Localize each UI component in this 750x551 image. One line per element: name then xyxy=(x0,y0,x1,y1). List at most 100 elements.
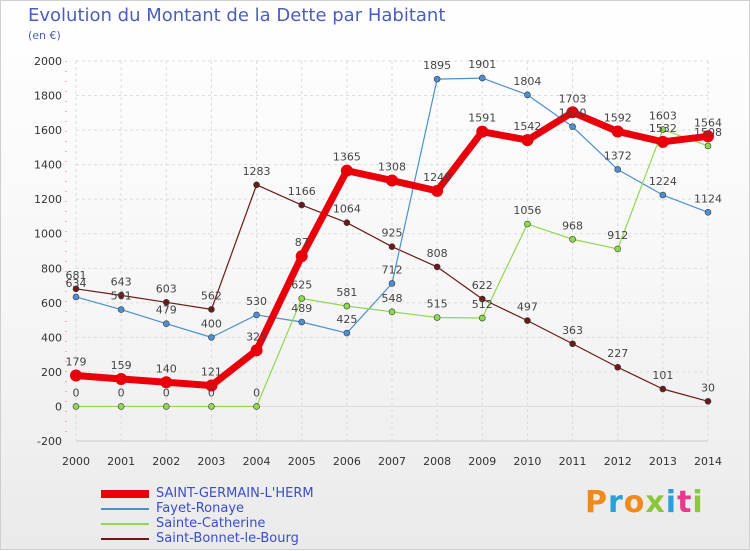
logo-letter: o xyxy=(623,485,646,520)
series-2-point xyxy=(343,302,351,310)
series-2-point xyxy=(659,126,667,133)
x-tick-label: 2008 xyxy=(423,455,451,468)
series-1-data-label: 634 xyxy=(66,277,87,290)
x-tick-label: 2007 xyxy=(378,455,406,468)
series-1-point xyxy=(614,166,622,173)
series-0-point xyxy=(340,164,353,177)
series-3-data-label: 603 xyxy=(156,282,177,295)
series-0-point xyxy=(476,125,489,138)
series-2-data-label: 0 xyxy=(208,386,215,399)
series-2-point xyxy=(524,220,531,228)
series-0-data-label: 1532 xyxy=(649,122,677,135)
series-0-point xyxy=(160,376,173,389)
chart-unit: (en €) xyxy=(28,29,61,42)
series-1-data-label: 712 xyxy=(382,263,403,276)
series-2-data-label: 581 xyxy=(336,286,357,299)
series-1-point xyxy=(72,293,80,301)
y-tick-label: 0 xyxy=(55,400,62,413)
y-tick-label: 600 xyxy=(41,297,62,310)
series-1-data-label: 400 xyxy=(201,317,222,330)
series-3-point xyxy=(659,385,667,393)
legend-swatch-fayet xyxy=(101,507,149,510)
series-2-point xyxy=(117,403,125,410)
series-1-point xyxy=(208,334,215,341)
series-3-data-label: 808 xyxy=(427,247,448,260)
series-1-point xyxy=(117,306,125,313)
y-tick-label: 1800 xyxy=(34,90,62,103)
series-1-point xyxy=(524,91,531,99)
x-tick-label: 2014 xyxy=(694,455,722,468)
x-tick-label: 2001 xyxy=(107,455,135,468)
series-1-point xyxy=(478,74,486,82)
series-2-point xyxy=(72,403,80,410)
series-0-data-label: 87 xyxy=(295,236,309,249)
series-3-data-label: 562 xyxy=(201,289,222,302)
x-tick-label: 2002 xyxy=(152,455,180,468)
series-0-data-label: 1308 xyxy=(378,161,406,174)
series-1-data-label: 479 xyxy=(156,304,177,317)
series-0-point xyxy=(205,379,218,392)
series-1-data-label: 425 xyxy=(336,313,357,326)
series-0-point xyxy=(611,125,624,138)
series-3-point xyxy=(298,201,306,209)
x-tick-label: 2009 xyxy=(468,455,496,468)
proxiti-logo: Proxiti xyxy=(585,485,704,520)
legend-label-saint-germain: SAINT-GERMAIN-L'HERM xyxy=(156,486,314,501)
series-3-point xyxy=(343,219,351,226)
series-3-point xyxy=(478,295,486,303)
series-2-data-label: 1603 xyxy=(649,110,677,123)
legend-swatch-sainte-catherine xyxy=(101,522,149,525)
x-tick-label: 2010 xyxy=(513,455,541,468)
series-1-data-label: 489 xyxy=(291,302,312,315)
series-2-data-label: 625 xyxy=(291,279,312,292)
x-tick-label: 2012 xyxy=(604,455,632,468)
logo-letter: r xyxy=(608,485,624,520)
series-2-data-label: 0 xyxy=(163,386,170,399)
series-2-data-label: 512 xyxy=(472,298,493,311)
series-0-point xyxy=(250,344,263,357)
logo-letter: i xyxy=(665,485,678,520)
series-3-point xyxy=(72,285,80,293)
x-tick-label: 2000 xyxy=(62,455,90,468)
series-2-point xyxy=(162,403,170,410)
x-tick-label: 2003 xyxy=(197,455,225,468)
series-2-point xyxy=(569,235,576,243)
x-tick-label: 2006 xyxy=(333,455,361,468)
series-1-data-label: 530 xyxy=(246,295,267,308)
y-tick-label: 400 xyxy=(41,331,62,344)
series-1-data-label: 1620 xyxy=(559,107,587,120)
y-tick-label: 2000 xyxy=(34,55,62,68)
series-3-data-label: 227 xyxy=(607,347,628,360)
series-1-data-label: 1224 xyxy=(649,175,677,188)
series-1-data-label: 561 xyxy=(111,290,132,303)
series-0-point xyxy=(70,369,82,382)
series-3-data-label: 101 xyxy=(652,369,673,382)
series-1-point xyxy=(343,329,351,337)
series-2-data-label: 1508 xyxy=(694,126,722,139)
series-3-data-label: 643 xyxy=(111,275,132,288)
series-0-point xyxy=(702,130,714,143)
series-0-point xyxy=(566,106,579,119)
series-1-point xyxy=(659,191,667,199)
series-3-point xyxy=(117,292,125,299)
series-2-point xyxy=(478,314,486,322)
series-0-point xyxy=(656,135,669,148)
logo-letter: t xyxy=(677,485,693,520)
series-0-data-label: 1591 xyxy=(468,112,496,125)
series-3-point xyxy=(162,298,170,306)
series-3-point xyxy=(433,263,441,271)
y-tick-label: 1000 xyxy=(34,228,62,241)
series-3-point xyxy=(524,317,531,324)
series-0-data-label: 140 xyxy=(156,362,177,375)
series-1-data-label: 1804 xyxy=(513,75,541,88)
series-1-data-label: 1124 xyxy=(694,192,722,205)
series-2-data-label: 0 xyxy=(118,386,125,399)
legend-label-saint-bonnet: Saint-Bonnet-le-Bourg xyxy=(156,531,299,546)
series-0-data-label: 121 xyxy=(201,366,222,379)
series-1-data-label: 1895 xyxy=(423,59,451,72)
series-3-data-label: 681 xyxy=(66,269,87,282)
series-3-data-label: 363 xyxy=(562,324,583,337)
logo-letter: x xyxy=(645,485,666,520)
